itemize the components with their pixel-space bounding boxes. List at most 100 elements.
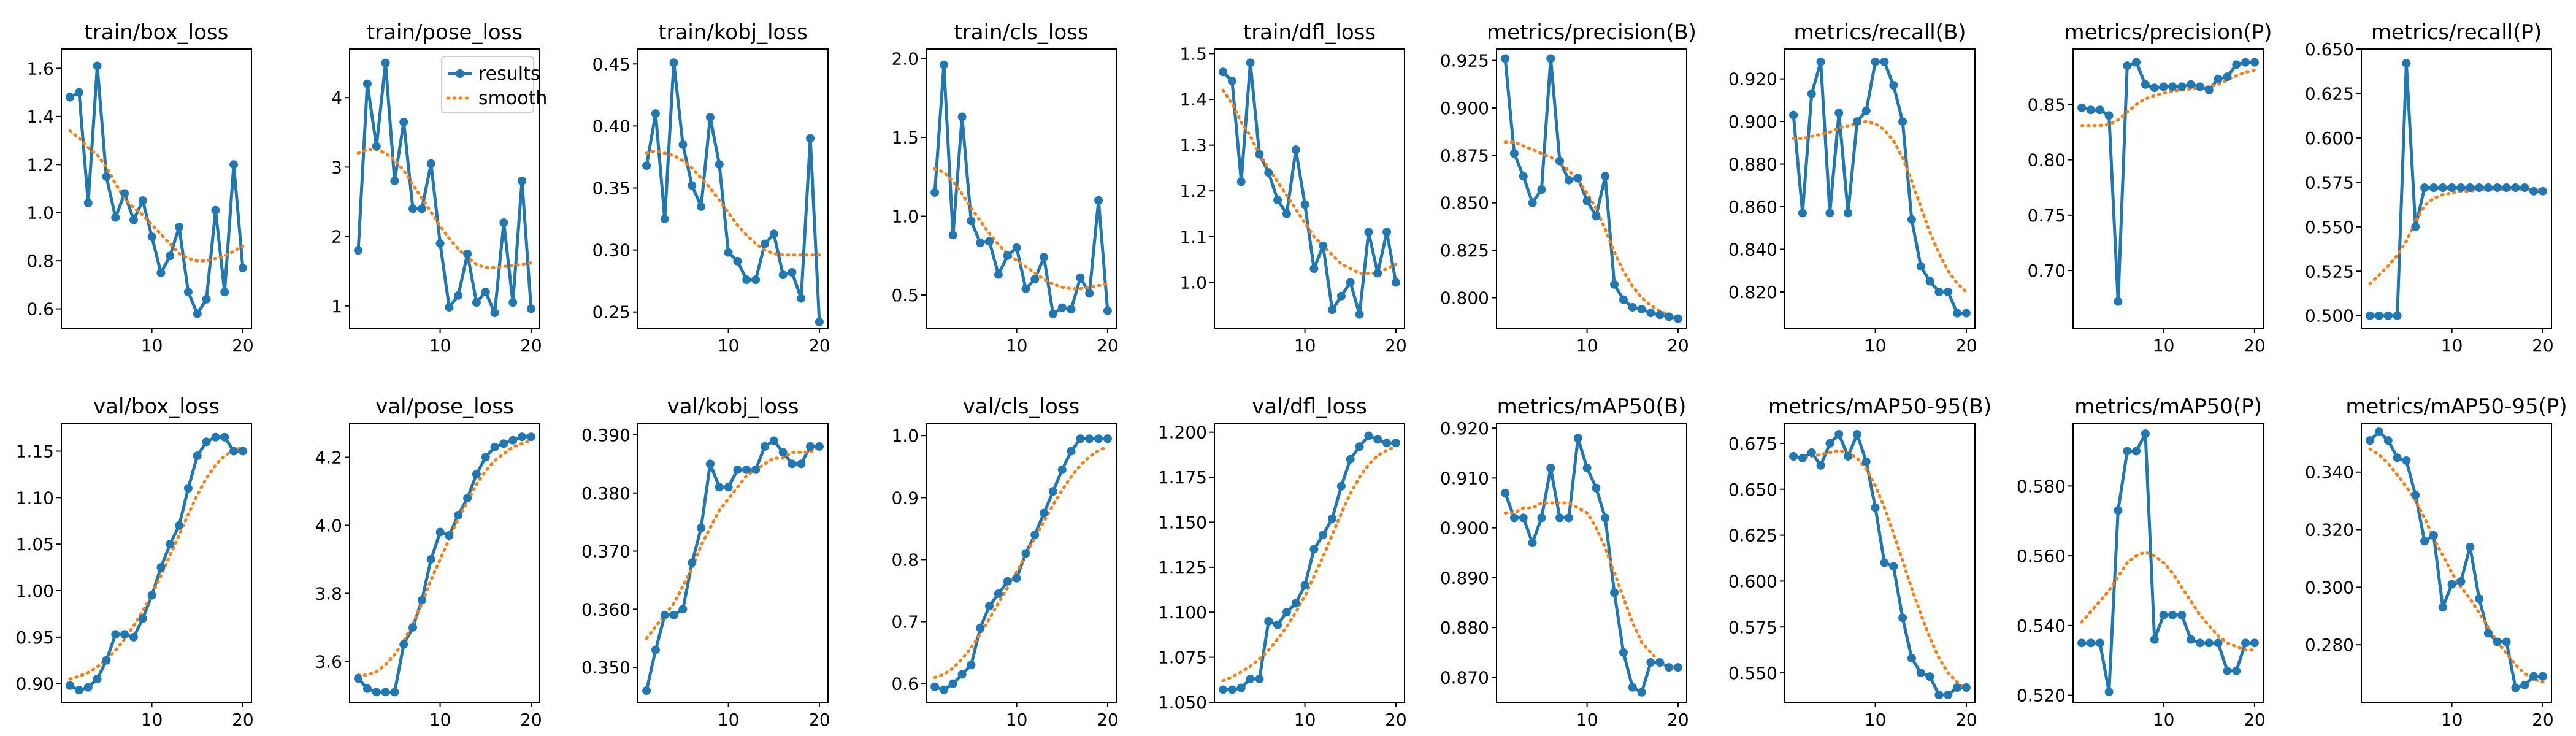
results-point — [2241, 58, 2250, 67]
results-point — [354, 674, 363, 683]
results-point — [1798, 453, 1807, 462]
results-point — [2411, 491, 2420, 500]
results-point — [1373, 435, 1382, 444]
results-point — [1103, 306, 1112, 315]
subplot-9: metrics/recall(P) 0.500 0.525 0.550 0.575 0.6… — [2305, 20, 2554, 356]
results-point — [2177, 82, 2187, 91]
x-tick-label: 10 — [1576, 335, 1598, 356]
results-point — [1067, 447, 1076, 456]
results-point — [1834, 109, 1844, 118]
results-point — [1246, 58, 1255, 67]
results-point — [2366, 436, 2375, 445]
results-point — [1582, 464, 1592, 473]
plot-frame — [2361, 423, 2552, 703]
results-point — [463, 494, 472, 503]
results-point — [102, 656, 111, 665]
results-point — [1889, 81, 1898, 90]
results-point — [2150, 83, 2159, 93]
results-point — [2104, 687, 2114, 696]
results-point — [1264, 616, 1273, 626]
y-tick-label: 0.920 — [1728, 69, 1777, 90]
y-tick-label: 0.25 — [592, 302, 631, 323]
results-point — [2232, 60, 2241, 69]
results-point — [1880, 57, 1889, 66]
subplot-title: train/dfl_loss — [1243, 20, 1376, 45]
results-point — [2086, 105, 2095, 115]
results-point — [1076, 273, 1085, 282]
smooth-line — [2368, 447, 2545, 684]
y-tick-label: 0.920 — [1440, 418, 1489, 439]
subplot-17: metrics/mAP50(P) 0.520 0.540 0.560 0.580 10 20 — [2017, 394, 2266, 730]
results-point — [651, 109, 660, 118]
results-point — [669, 58, 678, 67]
results-point — [408, 623, 418, 632]
results-point — [66, 681, 75, 690]
results-point — [2104, 111, 2114, 120]
results-point — [1898, 117, 1907, 126]
results-point — [2077, 103, 2087, 112]
plot-frame — [1784, 423, 1976, 703]
results-point — [2232, 666, 2241, 675]
results-point — [1227, 685, 1236, 694]
results-point — [1907, 215, 1916, 224]
results-point — [1355, 310, 1364, 319]
results-point — [2195, 638, 2204, 648]
results-point — [2429, 183, 2438, 193]
results-point — [1871, 57, 1880, 66]
results-point — [1309, 264, 1319, 274]
plot-frame — [1496, 48, 1687, 329]
results-point — [220, 288, 229, 297]
results-point — [2150, 635, 2159, 644]
results-line — [1792, 60, 1966, 315]
results-point — [688, 181, 697, 190]
results-point — [2447, 580, 2456, 589]
y-tick-label: 1 — [331, 296, 342, 316]
results-point — [994, 270, 1003, 279]
results-point — [948, 231, 957, 240]
y-tick-label: 1.200 — [1158, 423, 1207, 443]
subplot-title: metrics/recall(P) — [2371, 20, 2542, 45]
x-tick-label: 10 — [718, 335, 740, 356]
y-tick-label: 0.5 — [891, 285, 919, 305]
y-tick-label: 1.075 — [1158, 648, 1207, 668]
y-tick-label: 1.6 — [26, 58, 54, 79]
results-point — [83, 199, 93, 208]
results-point — [2520, 680, 2529, 689]
results-point — [2077, 638, 2087, 648]
x-tick-label: 10 — [1294, 710, 1316, 730]
smooth-line — [2080, 68, 2256, 128]
results-point — [2466, 542, 2475, 551]
results-point — [2456, 577, 2466, 586]
results-point — [1255, 150, 1264, 159]
results-point — [1665, 312, 1674, 321]
plot-frame — [2072, 423, 2264, 703]
results-point — [788, 268, 797, 277]
results-point — [1889, 562, 1898, 571]
results-point — [733, 256, 742, 266]
results-point — [2420, 183, 2429, 193]
results-point — [1637, 305, 1646, 314]
results-point — [2187, 635, 2196, 644]
results-line — [934, 437, 1108, 692]
x-tick-label: 20 — [1097, 335, 1119, 356]
smooth-line — [2080, 550, 2256, 652]
smooth-line — [645, 149, 821, 257]
subplot-title: val/box_loss — [93, 394, 220, 419]
results-point — [642, 686, 651, 696]
results-point — [518, 432, 527, 442]
results-point — [2393, 453, 2402, 462]
results-point — [74, 686, 83, 695]
results-point — [1030, 275, 1040, 284]
results-line — [645, 61, 821, 323]
y-tick-label: 1.050 — [1158, 692, 1207, 713]
results-point — [1040, 508, 1049, 518]
y-tick-label: 0.900 — [1440, 98, 1489, 118]
y-tick-label: 0.650 — [2305, 39, 2354, 59]
results-point — [193, 309, 202, 318]
smooth-line — [68, 129, 245, 263]
y-tick-label: 0.350 — [581, 657, 631, 678]
results-line — [645, 439, 819, 691]
subplot-title: metrics/precision(P) — [2064, 20, 2272, 45]
results-point — [83, 683, 93, 692]
